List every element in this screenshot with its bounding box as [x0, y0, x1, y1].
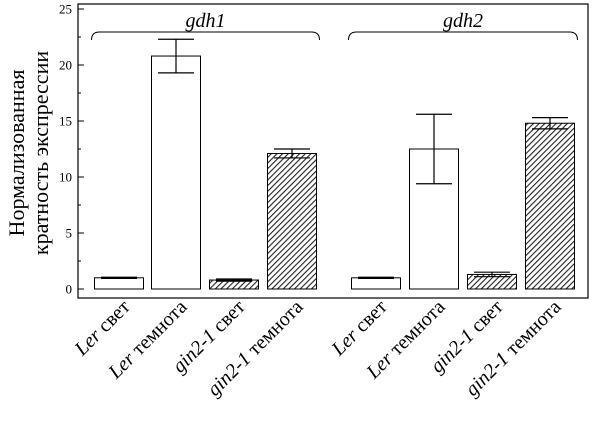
y-axis-title-line: Нормализованная [4, 70, 29, 237]
group-bracket [348, 31, 578, 41]
category-label-rest: темнота [240, 296, 308, 364]
y-tick-label: 15 [59, 114, 72, 129]
y-tick-label: 20 [59, 58, 72, 73]
y-tick-label: 10 [59, 170, 72, 185]
y-axis-title: Нормализованнаякратность экспрессии [4, 51, 53, 255]
bar [94, 277, 144, 290]
y-tick-label: 25 [59, 2, 72, 17]
group-bracket [91, 31, 320, 41]
bar [525, 122, 575, 290]
y-tick-label: 5 [66, 226, 73, 241]
axes: 0 5 10 15 20 25 [59, 2, 589, 299]
category-label-rest: темнота [498, 296, 566, 364]
bar [151, 55, 201, 290]
group-label: gdh2 [443, 10, 483, 32]
bars [94, 38, 575, 290]
y-axis-title-line: кратность экспрессии [28, 51, 53, 255]
plot-frame [77, 3, 589, 299]
bar [267, 152, 317, 290]
y-tick-label: 0 [66, 282, 73, 297]
group-label: gdh1 [186, 10, 226, 32]
bar [351, 277, 401, 290]
